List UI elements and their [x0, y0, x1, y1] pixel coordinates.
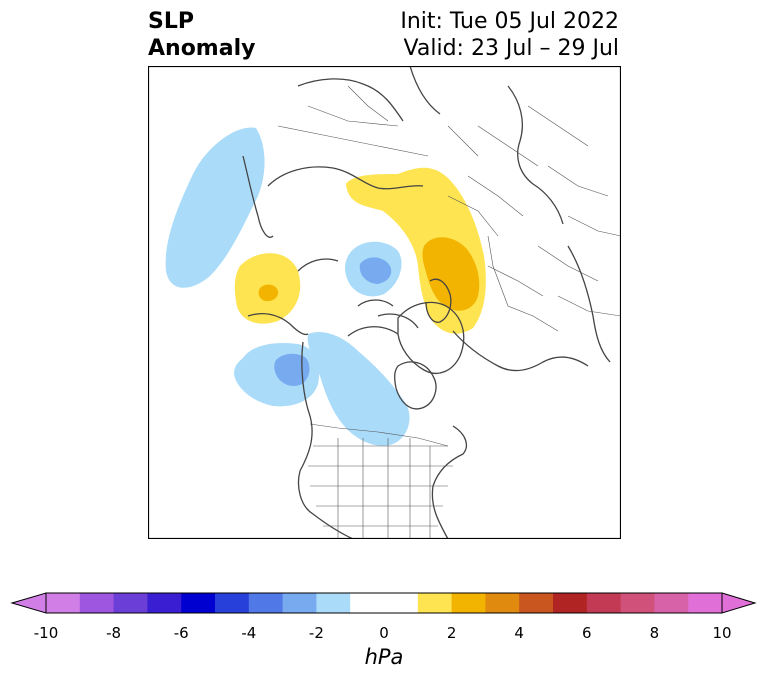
colorbar-unit: hPa — [364, 645, 404, 669]
colorbar-cell — [113, 593, 148, 613]
colorbar-cell — [654, 593, 689, 613]
scandinavia — [425, 278, 452, 323]
colorbar-tick-label: 4 — [514, 624, 524, 642]
colorbar-tick-label: -10 — [33, 624, 59, 642]
colorbar-cell — [586, 593, 622, 613]
hudson-bay — [394, 361, 437, 410]
arctic-negative-core — [359, 257, 392, 284]
colorbar-cell — [215, 593, 250, 613]
siberia-positive-core — [422, 237, 480, 311]
colorbar — [10, 592, 757, 614]
us-east-coast — [431, 425, 467, 539]
colorbar-tick-label: -6 — [173, 624, 189, 642]
colorbar-cell — [519, 593, 554, 613]
colorbar-right-arrow — [721, 592, 757, 614]
slp-anomaly-map — [148, 66, 621, 539]
colorbar-cell — [350, 593, 385, 613]
map-background — [148, 66, 621, 539]
colorbar-tick-label: 6 — [582, 624, 592, 642]
asia-borders — [527, 105, 621, 317]
colorbar-cell — [46, 593, 81, 613]
kamchatka — [242, 155, 274, 238]
europe-coast — [452, 330, 589, 372]
colorbar-cell — [147, 593, 182, 613]
init-date: Init: Tue 05 Jul 2022 — [400, 9, 619, 34]
colorbar-cell — [248, 593, 284, 613]
asia-interior — [507, 85, 564, 225]
political-borders — [277, 85, 621, 539]
colorbar-tick-label: -2 — [308, 624, 324, 642]
colorbar-cell — [417, 593, 453, 613]
colorbar-cell — [384, 593, 419, 613]
canada-negative — [307, 331, 410, 446]
colorbar-cell — [620, 593, 655, 613]
colorbar-cells — [46, 593, 723, 613]
north-america-coast — [297, 341, 354, 539]
alaska-negative-core — [274, 353, 310, 386]
colorbar-cell — [79, 593, 115, 613]
map-title: SLP Anomaly — [148, 8, 255, 62]
colorbar-tick-label: -4 — [241, 624, 257, 642]
north-pacific-negative — [165, 127, 265, 288]
east-asia-coast — [297, 66, 441, 122]
colorbar-cell — [485, 593, 520, 613]
valid-range: Valid: 23 Jul – 29 Jul — [403, 36, 619, 61]
map-frame — [148, 66, 621, 539]
colorbar-tick-label: 8 — [649, 624, 660, 642]
europe-borders — [447, 175, 559, 332]
colorbar-tick-label: -8 — [106, 624, 122, 642]
colorbar-cell — [181, 593, 216, 613]
colorbar-cell — [553, 593, 588, 613]
title-line-2: Anomaly — [148, 36, 256, 61]
colorbar-cell — [688, 593, 723, 613]
russia-borders — [277, 85, 539, 167]
colorbar-cell — [451, 593, 486, 613]
colorbar-cell — [282, 593, 317, 613]
siberia-coast — [267, 166, 424, 190]
colorbar-tick-label: 10 — [712, 624, 732, 642]
east-pacific-positive-core — [258, 284, 279, 302]
anomaly-shading — [148, 127, 486, 446]
colorbar-cell — [316, 593, 351, 613]
us-states-grid — [308, 438, 453, 539]
arabian-region — [567, 245, 611, 363]
us-canada-border — [309, 423, 449, 447]
colorbar-left-arrow — [10, 592, 47, 614]
map-seam — [148, 284, 153, 318]
coastlines — [242, 66, 611, 539]
greenland — [397, 301, 465, 374]
alaska-coast — [247, 258, 339, 336]
forecast-dates: Init: Tue 05 Jul 2022 Valid: 23 Jul – 29… — [400, 8, 619, 62]
colorbar-outline — [45, 592, 723, 614]
title-line-1: SLP — [148, 9, 194, 34]
colorbar-tick-label: 0 — [379, 624, 389, 642]
colorbar-tick-label: 2 — [446, 624, 457, 642]
